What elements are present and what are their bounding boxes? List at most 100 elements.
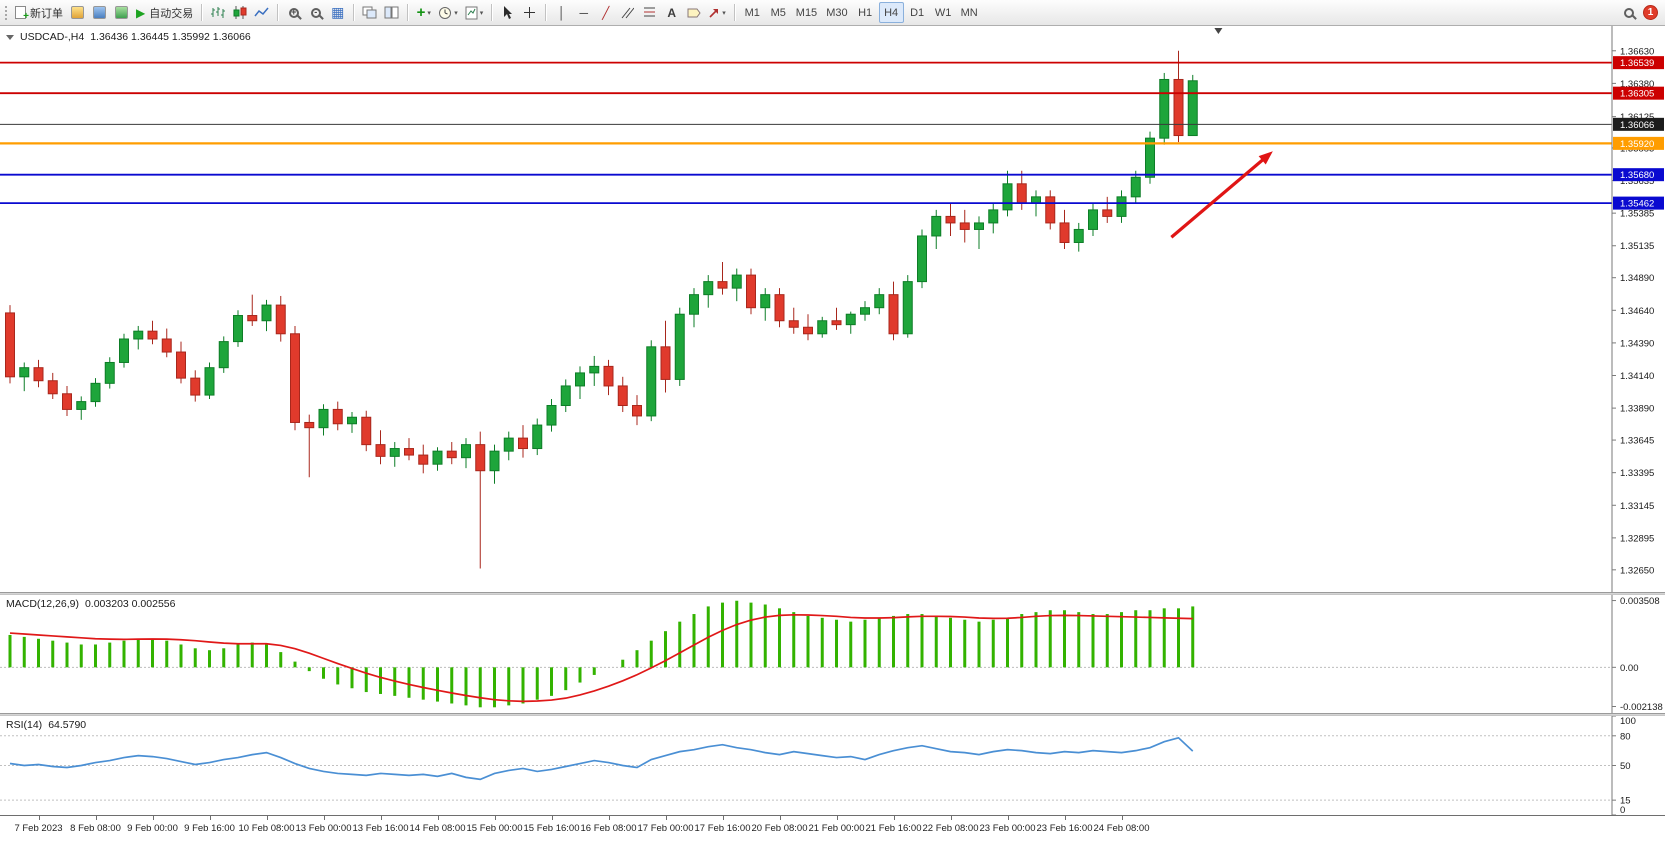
time-axis-tick: [950, 816, 952, 820]
candle: [760, 288, 771, 321]
text-tool[interactable]: A: [661, 2, 682, 23]
panel-splitter[interactable]: [0, 592, 1665, 595]
templates-button[interactable]: ▾: [462, 2, 487, 23]
main-chart-panel[interactable]: USDCAD-,H4 1.36436 1.36445 1.35992 1.360…: [0, 26, 1665, 592]
time-axis-label: 23 Feb 00:00: [979, 823, 1036, 834]
tile-windows-icon: ▦: [331, 4, 345, 20]
price-axis-label: 1.35385: [1620, 209, 1654, 220]
price-axis-label: 1.35135: [1620, 241, 1654, 252]
time-axis-label: 15 Feb 16:00: [523, 823, 580, 834]
rsi-panel[interactable]: RSI(14) 64.5790 100 80 50 15 0: [0, 716, 1665, 815]
macd-values: 0.003203 0.002556: [84, 598, 176, 610]
terminal-button[interactable]: [89, 2, 110, 23]
candlestick-chart-button[interactable]: [229, 2, 250, 23]
timeframe-button-m1[interactable]: M1: [744, 6, 760, 19]
arrange-windows-button[interactable]: [381, 2, 402, 23]
timeframe-button-w1[interactable]: W1: [934, 6, 952, 19]
candle: [19, 362, 30, 392]
time-axis[interactable]: 7 Feb 2023 8 Feb 08:00 9 Feb 00:00 9 Feb 16…: [0, 815, 1665, 841]
time-axis-tick: [665, 816, 667, 820]
trend-arrow[interactable]: [1170, 153, 1270, 239]
price-axis-label: 1.33645: [1620, 436, 1654, 447]
bar-chart-button[interactable]: [207, 2, 228, 23]
price-axis-label: 1.34140: [1620, 371, 1654, 382]
crosshair-button[interactable]: [519, 2, 540, 23]
candlestick-chart-canvas[interactable]: 1.366301.363801.361251.358851.356351.353…: [0, 26, 1665, 592]
candle: [560, 379, 571, 413]
candle: [1102, 196, 1113, 223]
notifications-button[interactable]: 1: [1640, 2, 1661, 23]
metaeditor-button[interactable]: [67, 2, 88, 23]
price-badge-support: [1613, 168, 1664, 182]
arrows-tool[interactable]: ▾: [705, 2, 729, 23]
indicators-button[interactable]: + ▾: [413, 2, 434, 23]
rsi-chart-canvas[interactable]: 100 80 50 150: [0, 716, 1665, 815]
macd-panel[interactable]: MACD(12,26,9) 0.003203 0.002556 0.003508…: [0, 595, 1665, 713]
horizontal-line-tool[interactable]: ─: [573, 2, 594, 23]
equidistant-channel-tool[interactable]: [617, 2, 638, 23]
timeframe-button-m5[interactable]: M5: [770, 6, 786, 19]
periods-button[interactable]: ▾: [435, 2, 461, 23]
candle: [831, 307, 842, 330]
zoom-out-icon: -: [310, 7, 321, 18]
chart-collapse-icon[interactable]: [6, 34, 14, 40]
macd-name: MACD(12,26,9): [6, 598, 79, 610]
timeframe-button-h1[interactable]: H1: [858, 6, 873, 19]
strategy-tester-icon: [115, 6, 128, 19]
search-button[interactable]: [1618, 2, 1639, 23]
time-axis-label: 21 Feb 00:00: [808, 823, 865, 834]
price-axis-label: 1.36125: [1620, 112, 1654, 123]
chart-shift-marker[interactable]: [1214, 28, 1223, 34]
macd-chart-canvas[interactable]: 0.003508 0.00 -0.002138: [0, 595, 1665, 713]
panel-splitter[interactable]: [0, 713, 1665, 716]
rsi-value: 64.5790: [48, 719, 87, 731]
metaeditor-icon: [71, 6, 84, 19]
time-axis-tick: [779, 816, 781, 820]
candle: [532, 418, 543, 456]
timeframe-button-m15[interactable]: M15: [795, 6, 818, 19]
horizontal-line-icon: ─: [579, 5, 589, 20]
time-axis-label: 13 Feb 16:00: [352, 823, 409, 834]
candle: [945, 203, 956, 236]
time-axis-label: 8 Feb 08:00: [70, 823, 121, 834]
candle: [603, 359, 614, 396]
text-label-tool[interactable]: [683, 2, 704, 23]
arrange-windows-icon: [384, 6, 399, 19]
timeframe-button-d1[interactable]: D1: [910, 6, 925, 19]
candle: [1016, 170, 1027, 210]
new-order-button[interactable]: + 新订单: [12, 2, 66, 23]
candle: [503, 431, 514, 461]
line-chart-button[interactable]: [251, 2, 272, 23]
cascade-windows-icon: [362, 6, 377, 19]
fibonacci-tool[interactable]: [639, 2, 660, 23]
autotrading-button[interactable]: ▶ 自动交易: [133, 2, 196, 23]
candle: [304, 414, 315, 478]
timeframe-button-mn[interactable]: MN: [960, 6, 978, 19]
candle: [204, 362, 215, 399]
trendline-tool[interactable]: ╱: [595, 2, 616, 23]
tile-windows-button[interactable]: ▦: [327, 2, 348, 23]
zoom-in-button[interactable]: +: [283, 2, 304, 23]
candle: [902, 275, 913, 338]
toolbar-drag-handle[interactable]: [4, 4, 8, 21]
candle: [62, 385, 72, 416]
cursor-button[interactable]: [497, 2, 518, 23]
timeframe-button-h4[interactable]: H4: [878, 2, 904, 23]
toolbar-separator: [491, 4, 493, 21]
strategy-tester-button[interactable]: [111, 2, 132, 23]
time-axis-label: 22 Feb 08:00: [922, 823, 979, 834]
add-indicator-icon: +: [416, 4, 426, 21]
candle: [1145, 131, 1155, 184]
cascade-windows-button[interactable]: [359, 2, 380, 23]
zoom-out-button[interactable]: -: [305, 2, 326, 23]
cursor-icon: [504, 5, 513, 19]
price-badge-resistance: [1613, 56, 1664, 70]
vertical-line-tool[interactable]: │: [551, 2, 572, 23]
macd-axis-label: -0.002138: [1620, 702, 1663, 713]
time-axis-label: 17 Feb 16:00: [694, 823, 751, 834]
candle: [874, 288, 885, 315]
timeframe-button-m30[interactable]: M30: [826, 6, 848, 19]
chart-symbol-period: USDCAD-,H4: [20, 31, 85, 43]
price-axis-label: 1.35635: [1620, 176, 1654, 187]
candle: [703, 275, 714, 308]
